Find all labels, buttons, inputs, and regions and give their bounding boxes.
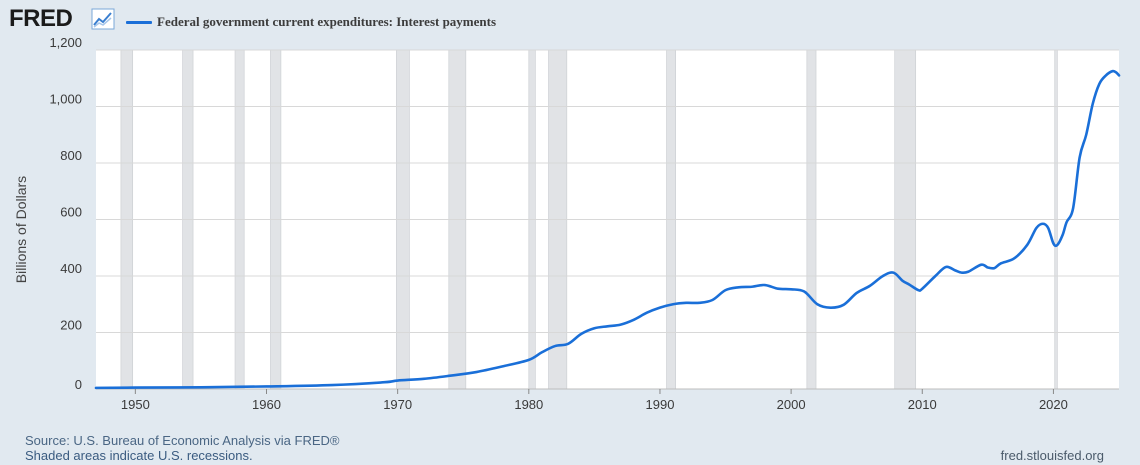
line-chart[interactable]: 0 200 400 600 800 1,000 1,200 1950 1960 1970 1980… bbox=[0, 0, 1140, 430]
y-tick-label: 600 bbox=[60, 205, 82, 220]
x-tick-label: 2020 bbox=[1039, 397, 1068, 412]
legend-swatch bbox=[126, 21, 152, 24]
y-axis-ticks: 0 200 400 600 800 1,000 1,200 bbox=[49, 35, 82, 392]
footer-recession-note: Shaded areas indicate U.S. recessions. bbox=[25, 448, 253, 463]
x-tick-label: 2010 bbox=[908, 397, 937, 412]
series-lines bbox=[94, 69, 1121, 390]
x-tick-label: 1970 bbox=[383, 397, 412, 412]
x-tick-label: 1960 bbox=[252, 397, 281, 412]
chart-header: FRED Federal government current expendit… bbox=[0, 0, 1140, 44]
footer-url-link[interactable]: fred.stlouisfed.org bbox=[1000, 448, 1104, 463]
y-tick-label: 800 bbox=[60, 148, 82, 163]
x-tick-label: 2000 bbox=[777, 397, 806, 412]
gridlines bbox=[96, 49, 1119, 390]
series-line-0[interactable] bbox=[94, 69, 1121, 390]
footer-source: Source: U.S. Bureau of Economic Analysis… bbox=[25, 433, 340, 448]
y-tick-label: 0 bbox=[75, 377, 82, 392]
x-tick-label: 1950 bbox=[121, 397, 150, 412]
fred-logo[interactable]: FRED bbox=[9, 5, 73, 32]
legend-series-label: Federal government current expenditures:… bbox=[157, 14, 497, 29]
y-tick-label: 200 bbox=[60, 318, 82, 333]
y-tick-label: 400 bbox=[60, 261, 82, 276]
trend-line-icon bbox=[91, 8, 115, 30]
y-tick-label: 1,200 bbox=[49, 35, 82, 50]
y-axis-title: Billions of Dollars bbox=[13, 176, 29, 283]
x-tick-label: 1990 bbox=[646, 397, 675, 412]
x-tick-label: 1980 bbox=[514, 397, 543, 412]
y-tick-label: 1,000 bbox=[49, 92, 82, 107]
x-axis-ticks: 1950 1960 1970 1980 1990 2000 2010 2020 bbox=[121, 389, 1068, 412]
